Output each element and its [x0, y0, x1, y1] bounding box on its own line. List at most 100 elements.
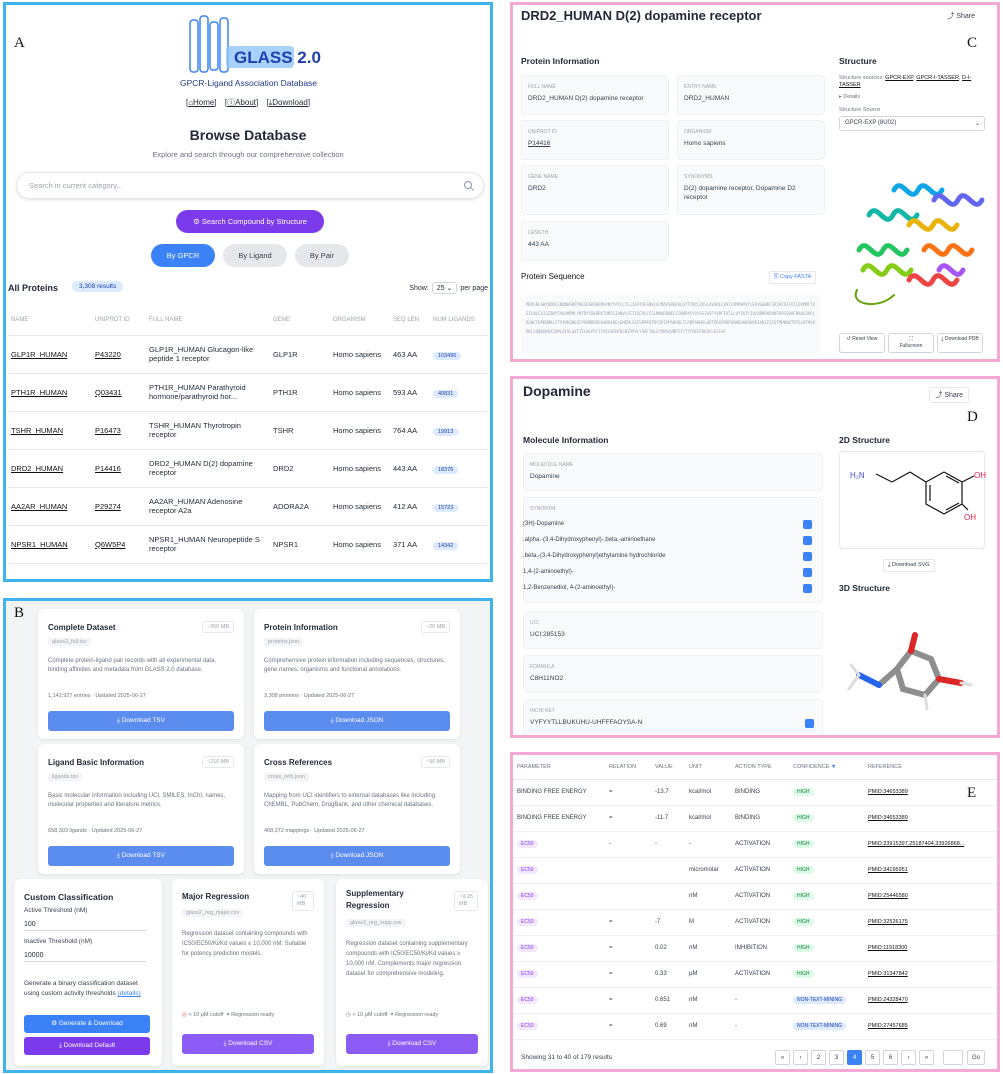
copy-fasta-button[interactable]: ⎘ Copy FASTA	[769, 271, 817, 284]
generate-download-button[interactable]: ⚙ Generate & Download	[24, 1015, 150, 1033]
protein-name-link[interactable]: PTH1R_HUMAN	[11, 387, 68, 397]
protein-name-link[interactable]: AA2AR_HUMAN	[11, 501, 68, 511]
major-download-button[interactable]: ⤓ Download CSV	[182, 1034, 314, 1054]
page-button[interactable]: ›	[901, 1050, 916, 1065]
protein-name-link[interactable]: GLP1R_HUMAN	[11, 349, 68, 359]
src-gpcr-itasser-link[interactable]: GPCR-I-TASSER	[916, 75, 959, 81]
reset-view-button[interactable]: ↺ Reset View	[839, 333, 885, 353]
src-d-itasser-link[interactable]: D-I-TASSER	[839, 75, 972, 88]
col-uniprot[interactable]: UNIPROT ID	[92, 305, 146, 336]
col-organism[interactable]: ORGANISM	[330, 305, 390, 336]
go-button[interactable]: Go	[967, 1050, 985, 1065]
protein-3d-view[interactable]	[839, 140, 989, 325]
col-name[interactable]: NAME	[8, 305, 92, 336]
nav-download[interactable]: [⤓Download]	[266, 98, 311, 107]
page-button[interactable]: «	[775, 1050, 790, 1065]
copy-icon[interactable]	[805, 719, 814, 728]
table-row[interactable]: PTH1R_HUMAN Q03431 PTH1R_HUMAN Parathyroid…	[8, 373, 488, 412]
card-download-button[interactable]: ⤓ Download TSV	[48, 711, 234, 731]
details-link[interactable]: (details)	[117, 990, 141, 997]
inactive-threshold-input[interactable]: 10000	[24, 950, 146, 962]
copy-icon[interactable]	[803, 568, 812, 577]
col-seqlen[interactable]: SEQ LEN	[390, 305, 430, 336]
details-toggle[interactable]: ▸ Details	[839, 94, 861, 100]
uniprot-link[interactable]: P43220	[95, 349, 121, 359]
supp-download-button[interactable]: ⤓ Download CSV	[346, 1034, 478, 1054]
card-download-button[interactable]: ⤓ Download JSON	[264, 846, 450, 866]
nav-about[interactable]: [ⓘAbout]	[224, 98, 259, 107]
table-row[interactable]: NPSR1_HUMAN Q6W5P4 NPSR1_HUMAN Neuropeptid…	[8, 525, 488, 564]
share-button[interactable]: ⤴ Share	[947, 13, 975, 20]
copy-icon[interactable]	[803, 536, 812, 545]
card-download-button[interactable]: ⤓ Download JSON	[264, 711, 450, 731]
reference-link[interactable]: PMID:34653389	[868, 789, 908, 795]
page-button[interactable]: 5	[865, 1050, 880, 1065]
download-default-button[interactable]: ⤓ Download Default	[24, 1037, 150, 1055]
uniprot-link[interactable]: Q6W5P4	[95, 539, 126, 549]
reference-link[interactable]: PMID:34653389	[868, 815, 908, 821]
structure-source-select[interactable]: GPCR-EXP (8U02) ⌄	[839, 116, 985, 131]
tab-by-pair[interactable]: By Pair	[295, 244, 349, 267]
table-row[interactable]: TSHR_HUMAN P16473 TSHR_HUMAN Thyrotropin r…	[8, 411, 488, 450]
src-gpcr-exp-link[interactable]: GPCR-EXP	[885, 75, 914, 81]
download-svg-button[interactable]: ⤓ Download SVG	[883, 559, 935, 572]
search-by-structure-button[interactable]: ⚙ Search Compound by Structure	[176, 210, 324, 233]
table-row[interactable]: GLP1R_HUMAN P43220 GLP1R_HUMAN Glucagon-li…	[8, 335, 488, 374]
uniprot-link[interactable]: P14416	[528, 140, 551, 147]
col-fullname[interactable]: FULL NAME	[146, 305, 270, 336]
page-size-select[interactable]: 25 ⌄	[431, 282, 458, 294]
uniprot-link[interactable]: Q03431	[95, 387, 122, 397]
col-parameter[interactable]: PARAMETER	[513, 755, 605, 780]
reference-link[interactable]: PMID:27457685	[868, 1023, 908, 1029]
protein-name-link[interactable]: NPSR1_HUMAN	[11, 539, 68, 549]
reference-link[interactable]: PMID:32526175	[868, 919, 908, 925]
reference-link[interactable]: PMID:24328470	[868, 997, 908, 1003]
col-numligands[interactable]: NUM LIGANDS	[430, 305, 488, 336]
uniprot-link[interactable]: P16473	[95, 425, 121, 435]
table-row[interactable]: DRD2_HUMAN P14416 DRD2_HUMAN D(2) dopamine…	[8, 449, 488, 488]
col-reference[interactable]: REFERENCE	[864, 755, 997, 780]
page-button[interactable]: 3	[829, 1050, 844, 1065]
table-row[interactable]: AA2AR_HUMAN P29274 AA2AR_HUMAN Adenosine r…	[8, 487, 488, 526]
tab-by-gpcr[interactable]: By GPCR	[151, 244, 215, 267]
protein-name-link[interactable]: DRD2_HUMAN	[11, 463, 64, 473]
col-unit[interactable]: UNIT	[685, 755, 731, 780]
reference-link[interactable]: PMID:34195951	[868, 867, 908, 873]
uniprot-link[interactable]: P14416	[95, 463, 121, 473]
col-relation[interactable]: RELATION	[605, 755, 651, 780]
reference-link[interactable]: PMID:31347842	[868, 971, 908, 977]
protein-table: NAME UNIPROT ID FULL NAME GENE ORGANISM …	[8, 305, 488, 564]
card-description: Mapping from UCI identifiers to external…	[264, 793, 436, 808]
page-button[interactable]: ‹	[793, 1050, 808, 1065]
structure-3d-view[interactable]	[839, 629, 985, 729]
reference-link[interactable]: PMID:25446580	[868, 893, 908, 899]
fullscreen-button[interactable]: ⛶ Fullscreen	[888, 333, 934, 353]
search-input[interactable]: Search in current category...	[16, 172, 484, 199]
confidence-badge: HIGH	[793, 840, 814, 848]
formula-field: FORMULA C8H11NO2	[523, 655, 823, 693]
uniprot-link[interactable]: P29274	[95, 501, 121, 511]
page-button[interactable]: 6	[883, 1050, 898, 1065]
page-number-input[interactable]	[943, 1050, 963, 1065]
copy-icon[interactable]	[803, 520, 812, 529]
protein-name-link[interactable]: TSHR_HUMAN	[11, 425, 64, 435]
reference-link[interactable]: PMID:23915397,25187404,33926868...	[868, 841, 965, 847]
col-action[interactable]: ACTION TYPE	[731, 755, 789, 780]
page-button[interactable]: 4	[847, 1050, 862, 1065]
page-button[interactable]: »	[919, 1050, 934, 1065]
col-gene[interactable]: GENE	[270, 305, 330, 336]
card-download-button[interactable]: ⤓ Download TSV	[48, 846, 234, 866]
download-card: Protein Information ~20 MB proteins.json Co…	[254, 609, 460, 739]
supp-regression-card: Supplementary Regression ~9.25 MB glass2…	[336, 879, 488, 1066]
page-button[interactable]: 2	[811, 1050, 826, 1065]
col-value[interactable]: VALUE	[651, 755, 685, 780]
tab-by-ligand[interactable]: By Ligand	[223, 244, 287, 267]
nav-home[interactable]: [⌂Home]	[185, 98, 217, 107]
ligand-share-button[interactable]: ⤴ Share	[929, 387, 969, 403]
download-pdb-button[interactable]: ⤓ Download PDB	[937, 333, 983, 353]
reference-link[interactable]: PMID:11918300	[868, 945, 908, 951]
col-confidence[interactable]: CONFIDENCE ▼	[789, 755, 864, 780]
active-threshold-input[interactable]: 100	[24, 919, 146, 931]
copy-icon[interactable]	[803, 552, 812, 561]
copy-icon[interactable]	[803, 584, 812, 593]
